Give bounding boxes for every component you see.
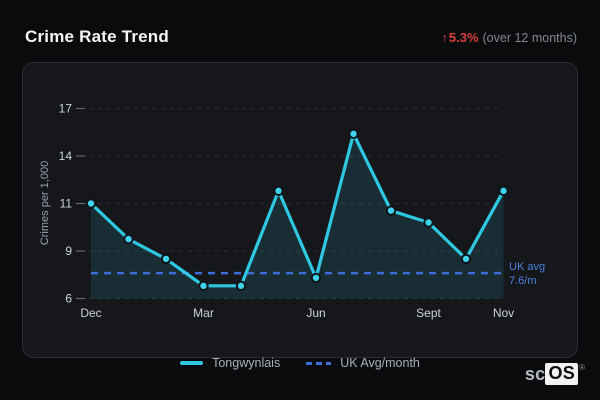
x-tick-label: Sept [416,306,441,320]
legend-label: Tongwynlais [212,356,281,370]
area-fill [91,133,504,299]
y-tick-label: 14 [59,149,73,163]
data-point[interactable] [235,280,247,292]
x-tick-label: Dec [80,306,101,320]
data-point[interactable] [460,253,472,265]
x-tick-label: Nov [493,306,514,320]
legend-item-uk-avg[interactable]: UK Avg/month [306,356,420,370]
uk-avg-value-label: 7.6/m [509,275,537,287]
y-tick-label: 17 [59,102,73,116]
page-header: Crime Rate Trend ↑5.3% (over 12 months) [0,0,600,47]
data-point[interactable] [498,185,509,197]
data-point[interactable] [198,280,209,292]
trend-context: (over 12 months) [482,31,577,45]
logo-chip: OS [545,363,579,385]
dashed-line-swatch-icon [306,361,332,365]
registered-trademark-icon: ® [579,363,585,372]
legend-label: UK Avg/month [340,356,420,370]
uk-avg-label: UK avg [509,261,545,273]
y-tick-label: 9 [65,244,72,258]
chart-card: 6 9 11 14 17 UK avg 7.6/m Dec Mar Jun Sept Nov Crime… [22,62,578,358]
x-tick-label: Mar [193,306,214,320]
data-point[interactable] [423,217,434,228]
trend-indicator: ↑5.3% (over 12 months) [442,30,577,45]
data-point[interactable] [123,233,134,245]
chart-legend: Tongwynlais UK Avg/month [0,356,600,370]
x-tick-label: Jun [306,306,325,320]
data-point[interactable] [160,253,172,265]
logo-prefix: sc [524,363,546,384]
crime-rate-line-chart: 6 9 11 14 17 UK avg 7.6/m Dec Mar Jun Sept Nov Crime… [39,102,545,321]
data-point[interactable] [273,185,284,197]
data-point[interactable] [310,272,322,284]
trend-up-arrow-icon: ↑ [441,31,448,45]
y-tick-label: 6 [65,292,72,306]
solid-line-swatch-icon [180,361,204,365]
data-point[interactable] [85,198,97,209]
legend-item-tongwynlais[interactable]: Tongwynlais [180,356,280,370]
scos-logo: sc OS ® [525,363,585,385]
data-point[interactable] [385,205,397,216]
data-point[interactable] [348,128,359,140]
trend-value: 5.3% [448,30,479,45]
y-tick-label: 11 [60,197,73,211]
page-title: Crime Rate Trend [25,27,169,46]
y-axis-title: Crimes per 1,000 [39,161,51,245]
trend-line [89,132,506,288]
